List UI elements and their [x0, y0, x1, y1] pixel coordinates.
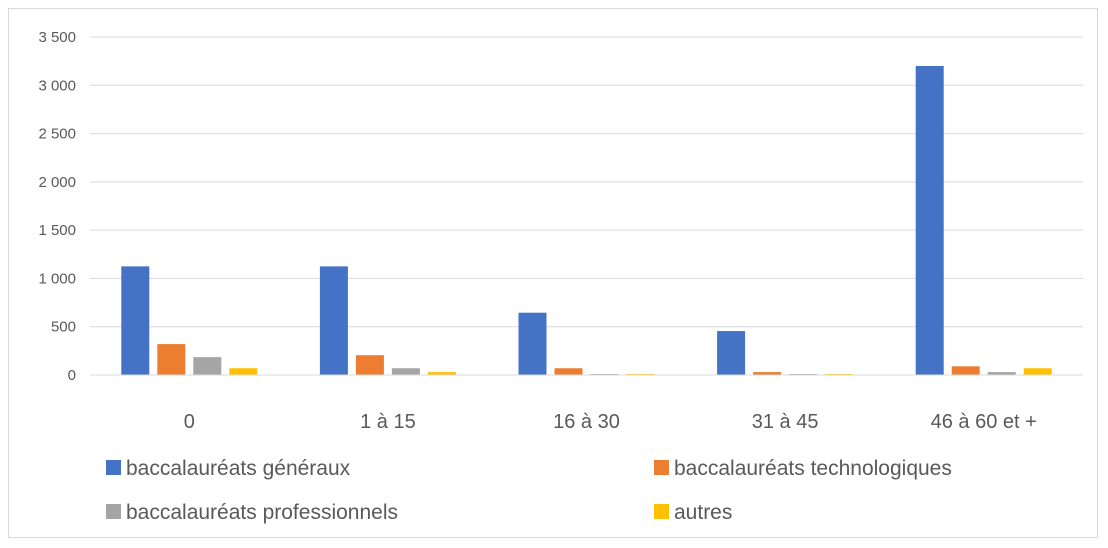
y-tick-label: 1 500 — [38, 222, 76, 239]
bar — [427, 372, 456, 375]
legend-label: baccalauréats généraux — [126, 457, 351, 480]
bar — [915, 65, 944, 375]
y-tick-label: 2 000 — [38, 174, 76, 191]
legend-label: autres — [674, 501, 732, 524]
x-category-label: 46 à 60 et + — [931, 411, 1037, 433]
x-category-label: 16 à 30 — [553, 411, 620, 433]
bar — [157, 344, 186, 375]
y-tick-label: 3 000 — [38, 77, 76, 94]
legend-swatch — [106, 504, 121, 519]
legend-label: baccalauréats professionnels — [126, 501, 398, 524]
bar — [987, 372, 1016, 375]
y-tick-label: 1 000 — [38, 270, 76, 287]
y-tick-label: 500 — [51, 319, 76, 336]
y-tick-label: 0 — [68, 367, 76, 384]
bars — [121, 65, 1052, 375]
legend: baccalauréats généraux baccalauréats tech… — [106, 457, 952, 524]
x-category-label: 1 à 15 — [360, 411, 416, 433]
bar — [355, 355, 384, 375]
x-category-label: 31 à 45 — [752, 411, 819, 433]
bar — [319, 266, 348, 375]
y-tick-label: 3 500 — [38, 29, 76, 46]
legend-swatch — [654, 460, 669, 475]
bar — [1023, 368, 1052, 375]
legend-swatch — [654, 504, 669, 519]
y-axis-ticks: 0 500 1 000 1 500 2 000 2 500 3 000 3 500 — [38, 29, 76, 384]
bar — [121, 266, 150, 375]
x-axis-categories: 0 1 à 15 16 à 30 31 à 45 46 à 60 et + — [184, 411, 1037, 433]
x-category-label: 0 — [184, 411, 195, 433]
legend-label: baccalauréats technologiques — [674, 457, 952, 480]
bar — [753, 372, 782, 375]
legend-swatch — [106, 460, 121, 475]
bar — [229, 368, 258, 375]
bar — [391, 368, 420, 375]
bar — [518, 312, 547, 375]
bar — [717, 331, 746, 375]
y-tick-label: 2 500 — [38, 126, 76, 143]
bar — [193, 357, 222, 375]
bar — [554, 368, 583, 375]
bar — [951, 366, 980, 375]
